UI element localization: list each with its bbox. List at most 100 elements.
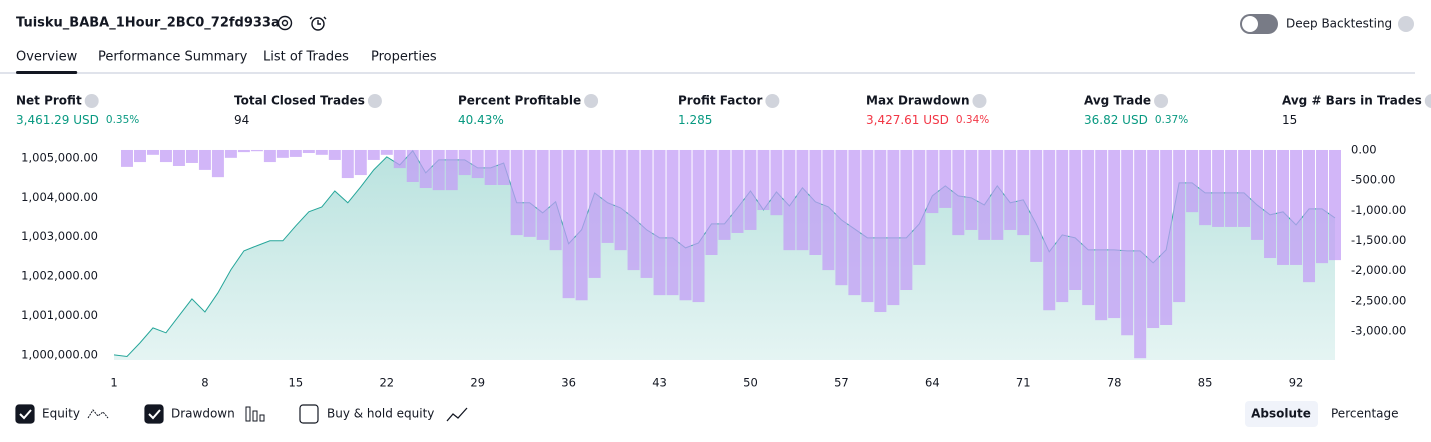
drawdown-bar xyxy=(367,149,380,160)
drawdown-bar xyxy=(211,149,224,178)
y2-tick-label: -500.00 xyxy=(1351,173,1395,187)
info-icon[interactable] xyxy=(1154,94,1169,108)
drawdown-bar xyxy=(835,149,848,286)
tab[interactable]: List of Trades xyxy=(263,50,349,65)
info-icon[interactable] xyxy=(584,94,599,108)
y2-tick-label: -1,500.00 xyxy=(1351,233,1406,247)
checkbox[interactable] xyxy=(15,404,35,424)
checkbox[interactable] xyxy=(299,404,319,424)
deep-backtesting-label: Deep Backtesting xyxy=(1286,17,1392,31)
drawdown-bar xyxy=(1147,149,1160,329)
metric-label: Avg Trade xyxy=(1084,94,1151,108)
drawdown-bar xyxy=(744,149,757,230)
drawdown-bar xyxy=(393,149,406,169)
tab[interactable]: Overview xyxy=(16,50,78,65)
drawdown-bar xyxy=(588,149,601,278)
metric-value: 94 xyxy=(234,113,249,127)
x-tick-label: 57 xyxy=(834,376,849,390)
x-tick-label: 85 xyxy=(1198,376,1213,390)
drawdown-bar xyxy=(1199,149,1212,226)
drawdown-bar xyxy=(380,149,393,155)
info-icon[interactable] xyxy=(84,94,99,108)
drawdown-bar xyxy=(965,149,978,230)
metric-label: Total Closed Trades xyxy=(234,94,365,108)
drawdown-bar xyxy=(276,149,289,158)
checkbox[interactable] xyxy=(144,404,164,424)
metric-value: 40.43% xyxy=(458,113,504,127)
help-icon[interactable] xyxy=(1398,16,1414,32)
drawdown-bar xyxy=(1316,149,1329,264)
drawdown-bar xyxy=(874,149,887,313)
x-tick-label: 78 xyxy=(1107,376,1122,390)
buy-hold-icon xyxy=(446,407,468,422)
drawdown-bar xyxy=(731,149,744,233)
tab[interactable]: Properties xyxy=(371,50,437,65)
alert-icon[interactable] xyxy=(309,16,327,31)
metric-value: 3,461.29 USD 0.35% xyxy=(16,113,139,127)
drawdown-bar xyxy=(1043,149,1056,311)
drawdown-bar xyxy=(861,149,874,303)
equity-area xyxy=(114,150,1335,360)
metrics: Net Profit 3,461.29 USD 0.35% Total Closed … xyxy=(16,94,1431,127)
drawdown-bar xyxy=(679,149,692,301)
y-tick-label: 1,002,000.00 xyxy=(21,269,98,283)
drawdown-bar xyxy=(887,149,900,306)
legend-label: Equity xyxy=(42,407,80,421)
chart: 1,000,000.00 1,001,000.00 1,002,000.00 1,00… xyxy=(21,142,1406,389)
drawdown-bar xyxy=(250,149,263,152)
drawdown-bar xyxy=(523,149,536,237)
drawdown-bar xyxy=(1004,149,1017,230)
info-icon[interactable] xyxy=(367,94,382,108)
mode-button[interactable]: Percentage xyxy=(1331,407,1399,421)
drawdown-bar xyxy=(497,149,510,185)
drawdown-bar xyxy=(757,149,770,211)
legend-label: Buy & hold equity xyxy=(327,407,434,421)
drawdown-bar xyxy=(1108,149,1121,319)
metric-value: 15 xyxy=(1282,113,1297,127)
metric-value-text: 3,427.61 USD xyxy=(866,113,949,127)
metric-value-text: 15 xyxy=(1282,113,1297,127)
metric-value-text: 1.285 xyxy=(678,113,712,127)
drawdown-bar xyxy=(341,149,354,179)
drawdown-bar xyxy=(601,149,614,243)
mode-button[interactable]: Absolute xyxy=(1251,407,1311,421)
drawdown-icon xyxy=(245,406,265,422)
metric-percent: 0.37% xyxy=(1155,114,1188,126)
drawdown-bar xyxy=(952,149,965,236)
tab[interactable]: Performance Summary xyxy=(98,50,248,65)
mode-button-active[interactable] xyxy=(1245,401,1318,427)
y2-tick-label: -1,000.00 xyxy=(1351,203,1406,217)
info-icon[interactable] xyxy=(972,94,987,108)
drawdown-bar xyxy=(653,149,666,296)
tabs: Overview Performance Summary List of Trade… xyxy=(16,50,437,74)
drawdown-bar xyxy=(809,149,822,255)
metric-value-text: 36.82 USD xyxy=(1084,113,1148,127)
drawdown-bar xyxy=(562,149,575,299)
drawdown-bar xyxy=(796,149,809,251)
info-icon[interactable] xyxy=(765,94,780,108)
drawdown-bar xyxy=(1030,149,1043,262)
drawdown-bar xyxy=(302,149,315,154)
drawdown-bar xyxy=(614,149,627,251)
drawdown-bar xyxy=(419,149,432,189)
drawdown-bar xyxy=(1056,149,1069,303)
drawdown-bar xyxy=(1303,149,1316,283)
info-icon[interactable] xyxy=(1424,94,1431,108)
drawdown-bar xyxy=(1251,149,1264,240)
metric-label: Percent Profitable xyxy=(458,94,581,108)
x-tick-label: 50 xyxy=(743,376,758,390)
drawdown-bar xyxy=(549,149,562,251)
settings-icon[interactable] xyxy=(277,15,293,31)
drawdown-bar xyxy=(783,149,796,251)
drawdown-bar xyxy=(718,149,731,240)
metric-label: Avg # Bars in Trades xyxy=(1282,94,1422,108)
toggle-knob xyxy=(1242,16,1258,32)
x-tick-label: 36 xyxy=(561,376,576,390)
x-tick-label: 22 xyxy=(379,376,394,390)
drawdown-bar xyxy=(705,149,718,255)
drawdown-bar xyxy=(1082,149,1095,306)
drawdown-bar xyxy=(1069,149,1082,290)
drawdown-bar xyxy=(354,149,367,176)
drawdown-bar xyxy=(939,149,952,208)
